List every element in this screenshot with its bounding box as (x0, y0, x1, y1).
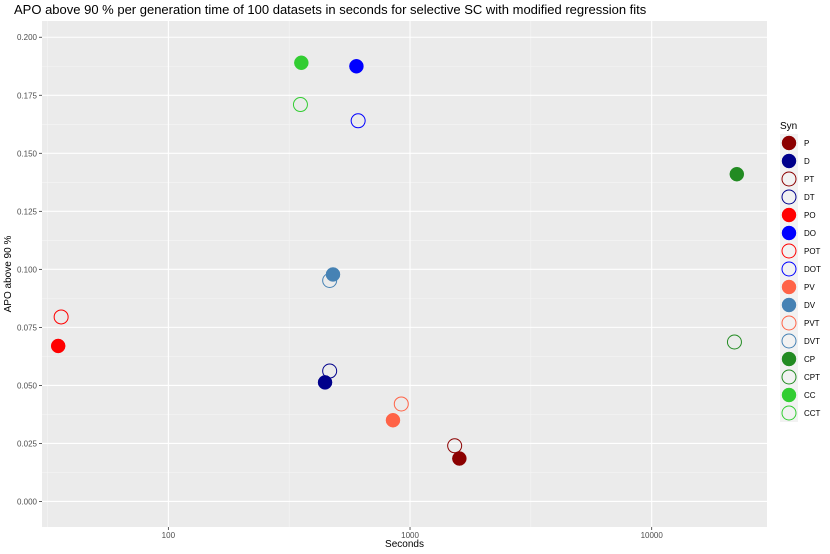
legend-key-cp (781, 351, 797, 367)
legend-label: DT (804, 193, 815, 202)
legend-key-pv (781, 279, 797, 295)
y-tick-label: 0.050 (17, 381, 38, 390)
y-tick-label: 0.175 (17, 91, 38, 100)
legend-key-dvt (781, 333, 797, 349)
legend-key-bg (780, 242, 798, 260)
data-points (50, 55, 745, 466)
data-point-p (452, 451, 467, 466)
data-point-cp (729, 166, 745, 182)
legend-key-bg (780, 260, 798, 278)
legend-key-p (781, 135, 797, 151)
data-point-cc (294, 55, 309, 71)
y-tick-label: 0.025 (17, 439, 38, 448)
chart-title: APO above 90 % per generation time of 10… (14, 2, 647, 17)
legend-key-bg (780, 314, 798, 332)
y-tick-label: 0.150 (17, 149, 38, 158)
legend-key-bg (780, 170, 798, 188)
legend-label: DO (804, 229, 816, 238)
legend-title: Syn (780, 121, 797, 132)
data-point-dt (322, 363, 338, 379)
legend-label: D (804, 157, 810, 166)
legend-key-po (781, 207, 797, 223)
x-axis-ticks: 100 1000 10000 (162, 527, 664, 540)
plot-panel (42, 21, 767, 527)
legend-key-cct (781, 405, 797, 421)
legend-label: PT (804, 175, 814, 184)
legend-label: CPT (804, 373, 820, 382)
x-tick-label: 10000 (641, 531, 664, 540)
data-point-pv (385, 412, 401, 428)
legend-key-do (781, 225, 797, 241)
legend-key-dot (781, 261, 797, 277)
legend-label: CC (804, 391, 816, 400)
legend-key-cc (781, 387, 797, 403)
y-tick-label: 0.125 (17, 207, 38, 216)
legend-key-cpt (781, 369, 797, 385)
y-axis-ticks: 0.000 0.025 0.050 0.075 0.100 0.125 0.150 0.175… (17, 33, 42, 506)
legend-label: DOT (804, 265, 821, 274)
data-point-pt (447, 438, 463, 454)
legend-key-pt (781, 171, 797, 187)
legend-label: POT (804, 247, 821, 256)
legend-key-bg (780, 368, 798, 386)
legend-label: CP (804, 355, 815, 364)
legend-label: P (804, 139, 809, 148)
legend-label: DV (804, 301, 816, 310)
legend-label: DVT (804, 337, 820, 346)
data-point-po (50, 338, 66, 354)
legend: Syn PD PT DT PO DO POT DOT PV DV PVT DVT CP CPT CC CCT (780, 121, 821, 422)
legend-key-dt (781, 189, 797, 205)
legend-key-bg (780, 188, 798, 206)
grid-lines (42, 21, 767, 527)
legend-key-pot (781, 243, 797, 259)
x-tick-label: 1000 (401, 531, 419, 540)
y-tick-label: 0.000 (17, 497, 38, 506)
y-tick-label: 0.100 (17, 265, 38, 274)
legend-key-dv (781, 297, 797, 313)
x-axis-label: Seconds (385, 539, 424, 550)
legend-key-d (781, 153, 797, 169)
legend-label: CCT (804, 409, 821, 418)
y-axis-label: APO above 90 % (3, 236, 14, 313)
data-point-d (317, 375, 333, 390)
legend-label: PO (804, 211, 816, 220)
legend-key-pvt (781, 315, 797, 331)
data-point-cpt (726, 334, 742, 350)
y-tick-label: 0.075 (17, 323, 38, 332)
legend-key-bg (780, 332, 798, 350)
y-tick-label: 0.200 (17, 33, 38, 42)
data-point-pot (53, 309, 69, 325)
data-point-do (349, 59, 364, 74)
data-point-dot (350, 113, 366, 129)
data-point-dvt (322, 272, 338, 288)
legend-label: PVT (804, 319, 820, 328)
legend-label: PV (804, 283, 815, 292)
legend-key-bg (780, 404, 798, 422)
data-point-pvt (393, 396, 409, 412)
x-tick-label: 100 (162, 531, 176, 540)
data-point-cct (292, 97, 308, 113)
